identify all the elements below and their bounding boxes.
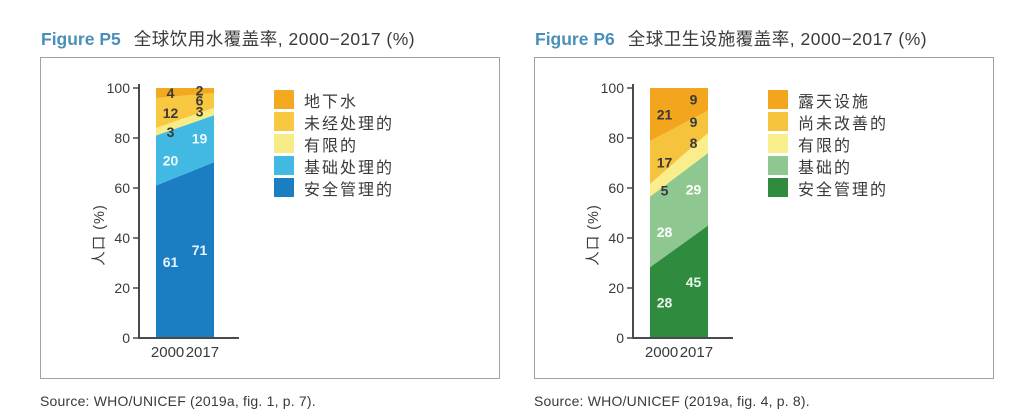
legend-swatch: [274, 112, 294, 132]
stacked-area-chart-sanitation: 0 20 40 60 80 100 2000 2017 人口 (%) 28 45 28 29 5 8 17 9 2…: [585, 80, 733, 361]
bar-value-label: 5: [661, 182, 669, 198]
bar-value-label: 3: [196, 104, 204, 120]
series-area: [156, 92, 214, 128]
y-tick-label: 20: [608, 280, 624, 296]
y-tick-label: 40: [608, 230, 624, 246]
series-area: [156, 162, 214, 338]
legend-item: 基础处理的: [274, 156, 395, 177]
series-area: [650, 133, 708, 197]
series-area: [650, 110, 708, 184]
legend-item: 地下水: [274, 90, 394, 111]
legend-item: 有限的: [274, 134, 394, 155]
chart-box: 0 20 40 60 80 100 2000 2017 人口 (%) 61 71 20 19 3 3 12 6 4…: [40, 57, 500, 379]
legend-item: 未经处理的: [274, 112, 395, 133]
figure-panel-p5: Figure P5 全球饮用水覆盖率, 2000−2017 (%) 0 20 40 6…: [40, 26, 500, 409]
bar-value-label: 4: [167, 85, 175, 101]
legend-label: 尚未改善的: [798, 115, 889, 133]
legend-item: 有限的: [768, 134, 888, 155]
bar-value-label: 9: [690, 114, 698, 130]
y-tick-label: 100: [107, 80, 131, 96]
y-tick-label: 0: [616, 330, 624, 346]
legend-swatch: [274, 134, 294, 154]
y-tick-label: 60: [114, 180, 130, 196]
legend-swatch: [768, 178, 788, 198]
legend-swatch: [274, 178, 294, 198]
series-area: [650, 88, 708, 142]
bar-value-label: 21: [657, 107, 673, 123]
bar-value-label: 61: [163, 254, 179, 270]
legend-item: 露天设施: [768, 90, 888, 111]
source-note: Source: WHO/UNICEF (2019a, fig. 1, p. 7)…: [40, 393, 316, 409]
legend-item: 安全管理的: [274, 178, 395, 199]
legend-swatch: [768, 156, 788, 176]
legend-label: 地下水: [304, 93, 359, 111]
bar-value-label: 29: [686, 181, 702, 197]
y-tick-label: 100: [601, 80, 625, 96]
y-axis-title: 人口 (%): [91, 204, 108, 266]
legend-label: 有限的: [798, 137, 853, 155]
source-note: Source: WHO/UNICEF (2019a, fig. 4, p. 8)…: [534, 393, 810, 409]
figure-title: 全球饮用水覆盖率, 2000−2017 (%): [133, 29, 416, 49]
x-category-label: 2017: [186, 344, 219, 361]
x-category-label: 2017: [680, 344, 713, 361]
bar-value-label: 28: [657, 224, 673, 240]
legend-label: 未经处理的: [304, 115, 395, 133]
legend-swatch: [768, 90, 788, 110]
y-tick-label: 60: [608, 180, 624, 196]
stacked-area-chart-water: 0 20 40 60 80 100 2000 2017 人口 (%) 61 71 20 19 3 3 12 6 4…: [91, 80, 239, 361]
legend-label: 安全管理的: [798, 181, 889, 199]
y-axis-title: 人口 (%): [585, 204, 602, 266]
bar-value-label: 28: [657, 295, 673, 311]
bar-value-label: 12: [163, 105, 179, 121]
chart-box: 0 20 40 60 80 100 2000 2017 人口 (%) 28 45 28 29 5 8 17 9 2…: [534, 57, 994, 379]
y-tick-label: 80: [114, 130, 130, 146]
bar-value-label: 19: [192, 131, 208, 147]
bar-value-label: 71: [192, 242, 208, 258]
bar-value-label: 17: [657, 154, 673, 170]
legend-swatch: [274, 90, 294, 110]
legend-item: 基础的: [768, 156, 888, 177]
bar-value-label: 2: [196, 82, 204, 98]
series-area: [650, 225, 708, 338]
bar-value-label: 3: [167, 124, 175, 140]
legend-swatch: [274, 156, 294, 176]
legend-label: 安全管理的: [304, 181, 395, 199]
x-category-label: 2000: [645, 344, 678, 361]
y-tick-label: 20: [114, 280, 130, 296]
figure-label: Figure P6: [535, 29, 615, 49]
bar-value-label: 20: [163, 153, 179, 169]
y-tick-label: 0: [122, 330, 130, 346]
series-area: [156, 88, 214, 98]
y-tick-label: 40: [114, 230, 130, 246]
figure-header: Figure P6 全球卫生设施覆盖率, 2000−2017 (%): [535, 26, 994, 51]
series-area: [156, 115, 214, 186]
legend-label: 有限的: [304, 137, 359, 155]
legend-swatch: [768, 112, 788, 132]
bar-value-label: 45: [686, 274, 702, 290]
legend-label: 露天设施: [798, 93, 871, 111]
y-tick-label: 80: [608, 130, 624, 146]
figure-label: Figure P5: [41, 29, 121, 49]
bar-value-label: 9: [690, 91, 698, 107]
x-category-label: 2000: [151, 344, 184, 361]
series-area: [156, 107, 214, 136]
figure-panel-p6: Figure P6 全球卫生设施覆盖率, 2000−2017 (%) 0 20 40…: [534, 26, 994, 409]
figure-header: Figure P5 全球饮用水覆盖率, 2000−2017 (%): [41, 26, 500, 51]
chart-legend: 露天设施尚未改善的有限的基础的安全管理的: [768, 90, 889, 199]
legend-item: 尚未改善的: [768, 112, 889, 133]
legend-item: 安全管理的: [768, 178, 889, 199]
legend-label: 基础处理的: [304, 159, 395, 177]
legend-label: 基础的: [798, 159, 853, 177]
bar-value-label: 6: [196, 92, 204, 108]
figure-title: 全球卫生设施覆盖率, 2000−2017 (%): [627, 29, 928, 49]
legend-swatch: [768, 134, 788, 154]
series-area: [650, 153, 708, 268]
chart-legend: 地下水未经处理的有限的基础处理的安全管理的: [274, 90, 395, 199]
bar-value-label: 8: [690, 135, 698, 151]
